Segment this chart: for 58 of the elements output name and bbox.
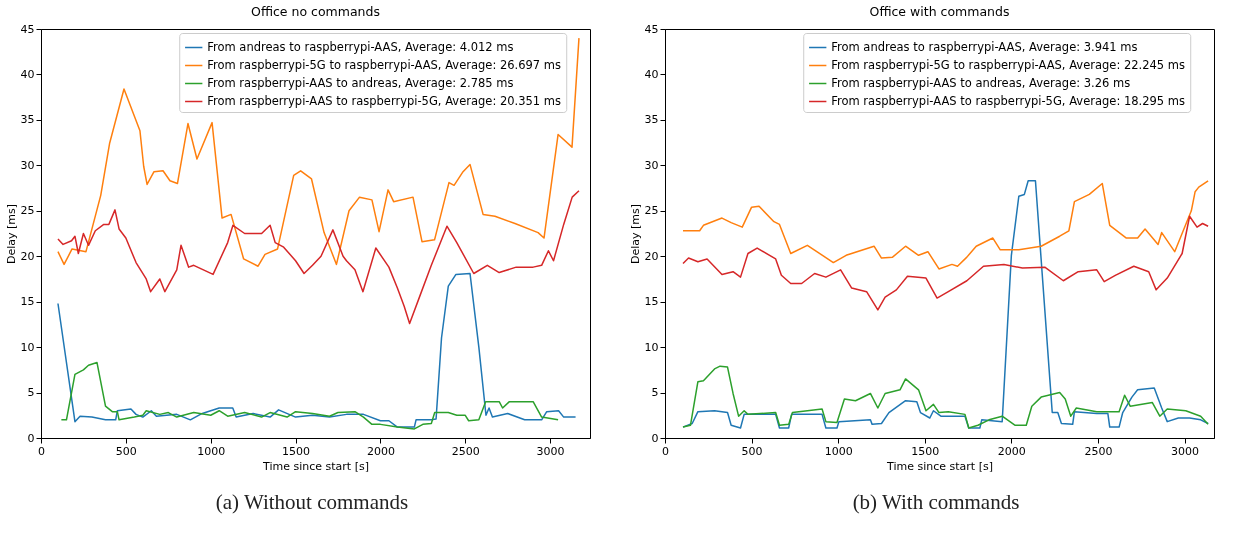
x-axis-title: Time since start [s] bbox=[886, 459, 993, 473]
line-series bbox=[57, 272, 577, 428]
legend-label: From raspberrypi-AAS to raspberrypi-5G, Average: 20.351 ms bbox=[207, 93, 562, 108]
y-tick-label: 40 bbox=[20, 67, 35, 81]
y-tick-label: 5 bbox=[27, 386, 35, 400]
line-series bbox=[682, 365, 1209, 429]
line-series bbox=[682, 180, 1209, 270]
x-tick-label: 1500 bbox=[282, 444, 311, 458]
x-tick-label: 3000 bbox=[1171, 444, 1200, 458]
y-tick-label: 0 bbox=[27, 431, 35, 445]
y-tick-label: 40 bbox=[644, 67, 659, 81]
y-tick-label: 5 bbox=[651, 386, 659, 400]
text: (a) Without commands bbox=[214, 490, 410, 515]
legend-label: From raspberrypi-AAS to andreas, Average: 2.785 ms bbox=[207, 75, 514, 90]
x-tick-label: 2000 bbox=[366, 444, 395, 458]
line-series bbox=[682, 215, 1209, 311]
legend-label: From raspberrypi-5G to raspberrypi-AAS, Average: 26.697 ms bbox=[207, 57, 562, 72]
y-tick-label: 45 bbox=[20, 22, 35, 36]
legend-label: From andreas to raspberrypi-AAS, Average: 4.012 ms bbox=[207, 39, 514, 54]
x-axis-title: Time since start [s] bbox=[262, 459, 369, 473]
y-tick-label: 10 bbox=[20, 340, 35, 354]
y-tick-label: 35 bbox=[644, 113, 659, 127]
y-tick-label: 20 bbox=[644, 249, 659, 263]
y-tick-label: 35 bbox=[20, 113, 35, 127]
y-tick-label: 15 bbox=[644, 295, 659, 309]
line-series bbox=[57, 37, 580, 267]
y-tick-label: 25 bbox=[20, 204, 35, 218]
chart-title: Office no commands bbox=[251, 3, 380, 19]
legend-label: From raspberrypi-AAS to raspberrypi-5G, Average: 18.295 ms bbox=[831, 93, 1186, 108]
chart-title: Office with commands bbox=[869, 3, 1010, 19]
y-tick-label: 25 bbox=[644, 204, 659, 218]
text: (b) With commands bbox=[851, 490, 1021, 515]
y-tick-label: 45 bbox=[644, 22, 659, 36]
y-tick-label: 30 bbox=[644, 158, 659, 172]
y-tick-label: 10 bbox=[644, 340, 659, 354]
legend-label: From andreas to raspberrypi-AAS, Average: 3.941 ms bbox=[831, 39, 1138, 54]
line-series bbox=[57, 190, 580, 325]
y-tick-label: 15 bbox=[20, 295, 35, 309]
x-tick-label: 3000 bbox=[536, 444, 565, 458]
x-tick-label: 1000 bbox=[824, 444, 853, 458]
x-tick-label: 2500 bbox=[451, 444, 480, 458]
x-tick-label: 500 bbox=[741, 444, 763, 458]
line-series bbox=[60, 361, 559, 430]
legend-label: From raspberrypi-5G to raspberrypi-AAS, Average: 22.245 ms bbox=[831, 57, 1186, 72]
line-series bbox=[682, 180, 1209, 429]
x-tick-label: 1000 bbox=[197, 444, 226, 458]
x-tick-label: 0 bbox=[662, 444, 669, 458]
x-tick-label: 2500 bbox=[1084, 444, 1113, 458]
y-tick-label: 20 bbox=[20, 249, 35, 263]
y-axis-title: Delay [ms] bbox=[4, 203, 18, 265]
x-tick-label: 500 bbox=[115, 444, 137, 458]
y-tick-label: 30 bbox=[20, 158, 35, 172]
x-tick-label: 2000 bbox=[997, 444, 1026, 458]
x-tick-label: 0 bbox=[38, 444, 45, 458]
y-tick-label: 0 bbox=[651, 431, 659, 445]
x-tick-label: 1500 bbox=[911, 444, 940, 458]
y-axis-title: Delay [ms] bbox=[628, 203, 642, 265]
legend-label: From raspberrypi-AAS to andreas, Average: 3.26 ms bbox=[831, 75, 1131, 90]
